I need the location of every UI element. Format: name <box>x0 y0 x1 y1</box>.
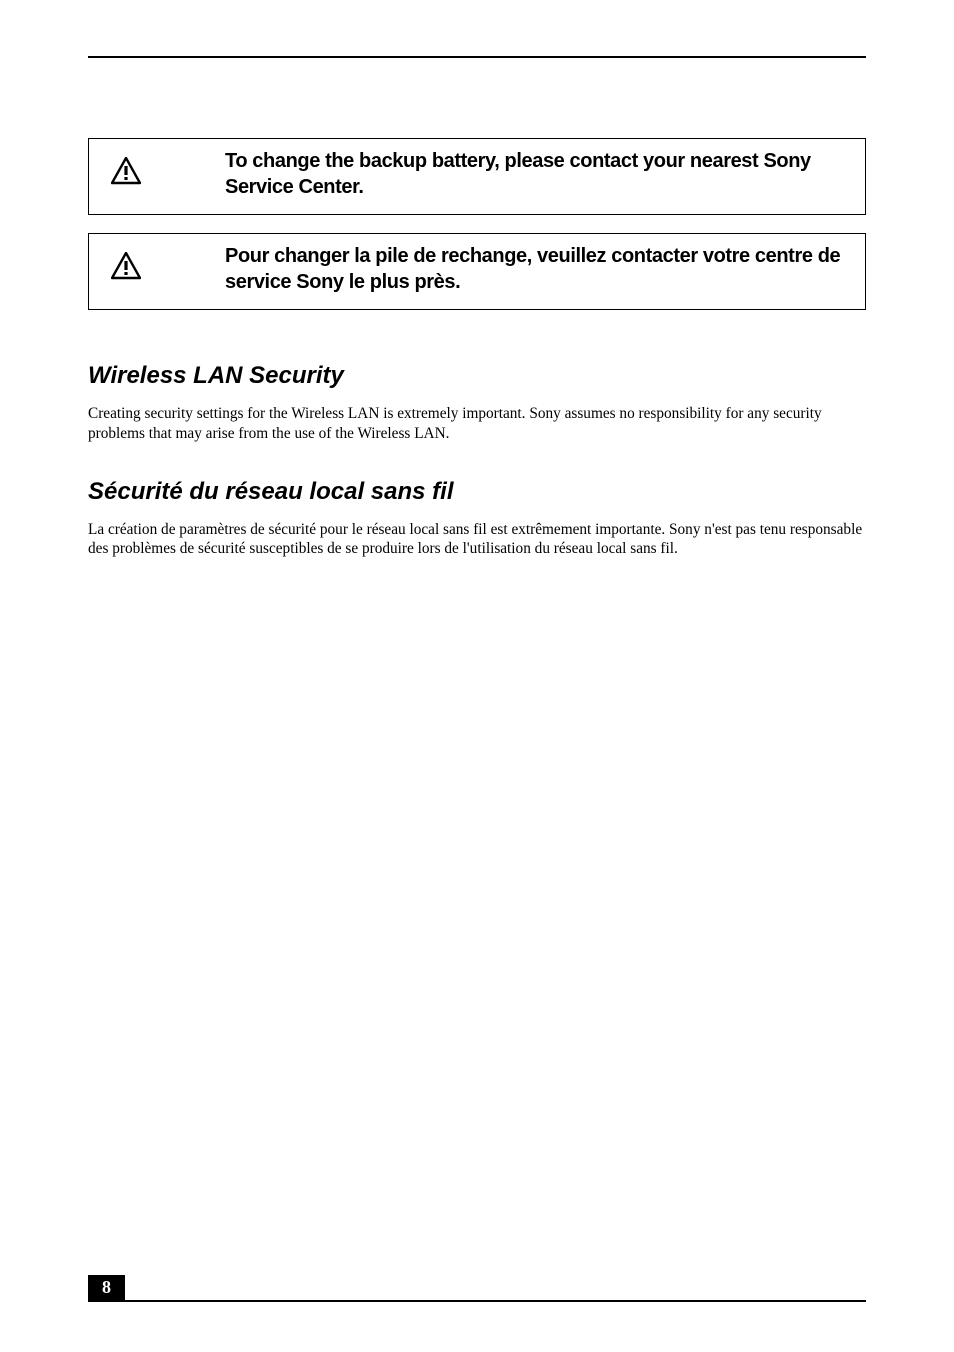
section-body-wlan-security: Creating security settings for the Wirel… <box>88 404 866 443</box>
content-spacer <box>88 559 866 1275</box>
section-heading-wlan-security: Wireless LAN Security <box>88 362 866 390</box>
warning-box-fr: Pour changer la pile de rechange, veuill… <box>88 233 866 310</box>
warning-text-fr: Pour changer la pile de rechange, veuill… <box>225 244 849 295</box>
warning-icon-col <box>105 149 225 185</box>
page-footer: 8 <box>88 1275 866 1302</box>
page-number: 8 <box>88 1275 125 1302</box>
page-container: To change the backup battery, please con… <box>0 0 954 1352</box>
warning-icon-col <box>105 244 225 280</box>
warning-triangle-icon <box>111 252 141 280</box>
warning-triangle-icon <box>111 157 141 185</box>
warning-box-en: To change the backup battery, please con… <box>88 138 866 215</box>
section-heading-securite-reseau: Sécurité du réseau local sans fil <box>88 478 866 506</box>
section-body-securite-reseau: La création de paramètres de sécurité po… <box>88 520 866 559</box>
warning-text-en: To change the backup battery, please con… <box>225 149 849 200</box>
top-rule <box>88 56 866 58</box>
bottom-rule <box>125 1300 866 1302</box>
